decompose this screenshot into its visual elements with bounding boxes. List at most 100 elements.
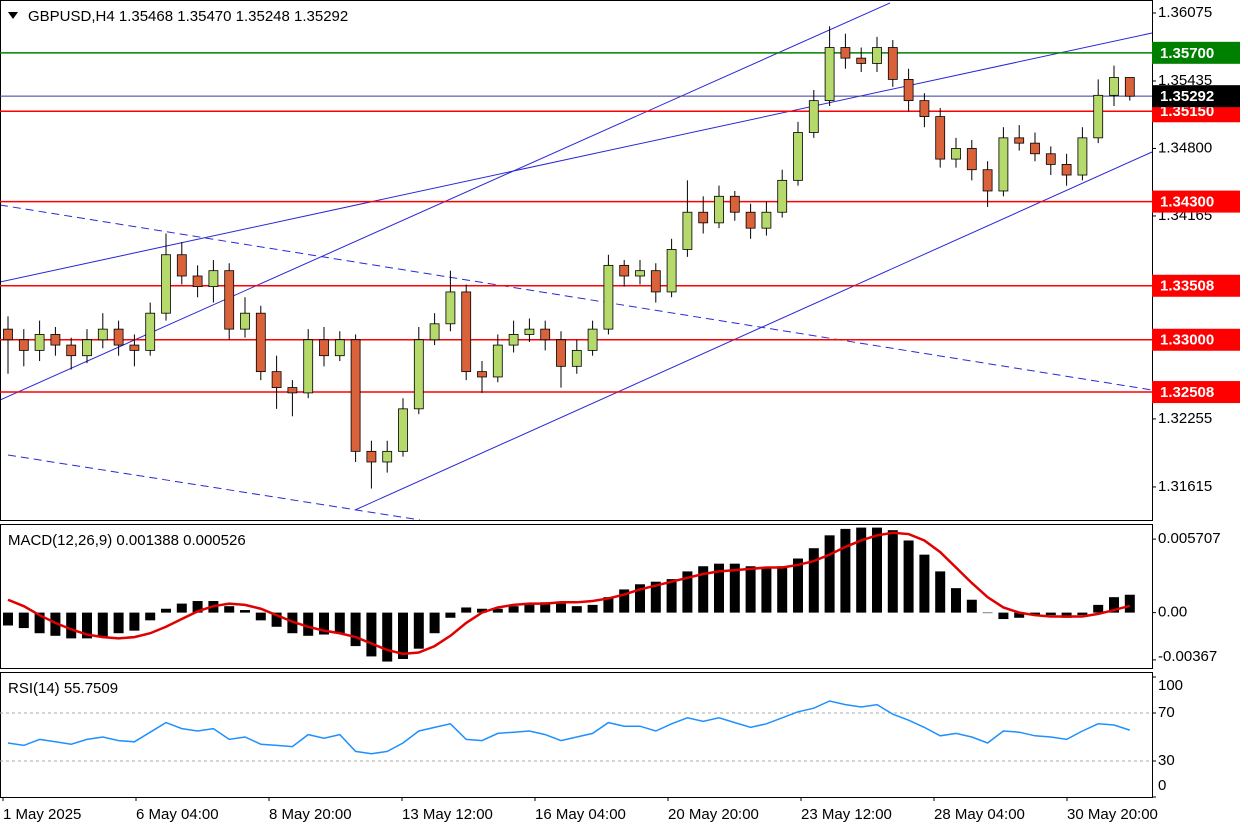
macd-bar: [714, 563, 724, 613]
macd-bar: [745, 566, 756, 613]
candle-body: [192, 275, 203, 288]
candle-body: [34, 334, 45, 351]
candle-body: [319, 339, 329, 357]
macd-bar: [334, 612, 345, 634]
symbol-info: GBPUSD,H4 1.35468 1.35470 1.35248 1.3529…: [28, 8, 348, 25]
macd-bar: [34, 612, 45, 634]
macd-pane: [0, 524, 1153, 669]
candle-body: [50, 334, 61, 346]
macd-bar: [793, 558, 803, 613]
macd-bar: [587, 604, 598, 613]
y-tick-label: 1.34800: [1158, 139, 1212, 156]
candle-body: [271, 371, 282, 388]
macd-bar: [856, 527, 867, 613]
candle-body: [413, 339, 424, 410]
macd-bar: [145, 612, 156, 621]
candle-body: [113, 328, 124, 346]
price-label: 1.33508: [1160, 278, 1214, 295]
rsi-line: [7, 700, 1131, 755]
macd-bar: [1014, 612, 1025, 618]
candle-body: [240, 312, 250, 330]
y-tick-label: 1.36075: [1158, 4, 1212, 21]
candle-body: [714, 195, 724, 224]
macd-bar: [666, 579, 677, 613]
candle-body: [793, 132, 803, 181]
price-pane: [0, 0, 1153, 521]
macd-bar: [66, 612, 77, 639]
price-label: 1.35150: [1160, 103, 1214, 120]
macd-bar: [761, 567, 772, 613]
price-label-box: [1152, 328, 1240, 351]
macd-bar: [887, 530, 898, 613]
candle-body: [998, 137, 1009, 192]
candle-body: [82, 339, 92, 357]
x-tick-label: 30 May 20:00: [1067, 806, 1158, 823]
price-label: 1.34300: [1160, 194, 1214, 211]
x-tick-label: 20 May 20:00: [668, 806, 759, 823]
candle-body: [1077, 137, 1088, 176]
candle-body: [97, 328, 108, 341]
macd-bar: [808, 548, 819, 613]
y-tick-label: 0.00: [1158, 604, 1187, 621]
macd-bar: [777, 566, 788, 613]
macd-bar: [508, 606, 519, 613]
y-tick-label: 1.31615: [1158, 478, 1212, 495]
macd-bar: [413, 612, 424, 649]
candle-body: [129, 344, 140, 351]
candle-body: [208, 270, 219, 288]
candle-body: [682, 211, 693, 250]
candle-body: [366, 450, 377, 463]
candle-body: [492, 344, 503, 378]
candle-body: [571, 349, 582, 367]
candle-body: [840, 47, 851, 59]
candle-body: [18, 339, 29, 351]
trend-line: [354, 151, 1153, 511]
macd-bar: [729, 563, 740, 613]
macd-bar: [998, 612, 1009, 620]
rsi-pane: [0, 672, 1153, 798]
macd-bar: [129, 612, 140, 631]
macd-bar: [82, 612, 92, 639]
price-label-box: [1152, 41, 1240, 64]
candle-body: [477, 371, 487, 378]
macd-bar: [255, 612, 266, 621]
candle-body: [1061, 164, 1072, 176]
macd-bar: [1061, 612, 1072, 618]
macd-bar: [398, 612, 408, 659]
candle-body: [761, 211, 772, 229]
macd-bar: [650, 581, 661, 613]
price-label: 1.35292: [1160, 88, 1214, 105]
y-tick-label: 70: [1158, 704, 1175, 721]
candle-body: [161, 254, 171, 314]
candle-body: [777, 179, 788, 213]
macd-bar: [903, 540, 914, 613]
candle-body: [1109, 77, 1119, 96]
candle-body: [3, 328, 13, 341]
macd-bar: [461, 607, 472, 613]
candle-body: [903, 78, 914, 102]
macd-bar: [240, 610, 250, 613]
candle-body: [698, 211, 709, 224]
candle-body: [382, 450, 393, 463]
candle-body: [666, 249, 677, 293]
x-tick-label: 6 May 04:00: [136, 806, 219, 823]
macd-bar: [224, 606, 235, 613]
candle-body: [287, 387, 298, 394]
x-tick-label: 28 May 04:00: [934, 806, 1025, 823]
candle-body: [603, 264, 614, 330]
macd-bar: [366, 612, 377, 657]
macd-bar: [1030, 612, 1040, 616]
y-tick-label: 100: [1158, 677, 1183, 694]
candle-body: [224, 270, 235, 330]
macd-bar: [477, 608, 487, 613]
macd-title: MACD(12,26,9) 0.001388 0.000526: [8, 532, 246, 549]
candle-body: [350, 339, 361, 452]
price-label: 1.32508: [1160, 384, 1214, 401]
candle-body: [650, 270, 661, 293]
macd-bar: [18, 612, 29, 629]
macd-bar: [603, 597, 614, 613]
candle-body: [856, 57, 867, 64]
y-tick-label: 1.32255: [1158, 410, 1212, 427]
